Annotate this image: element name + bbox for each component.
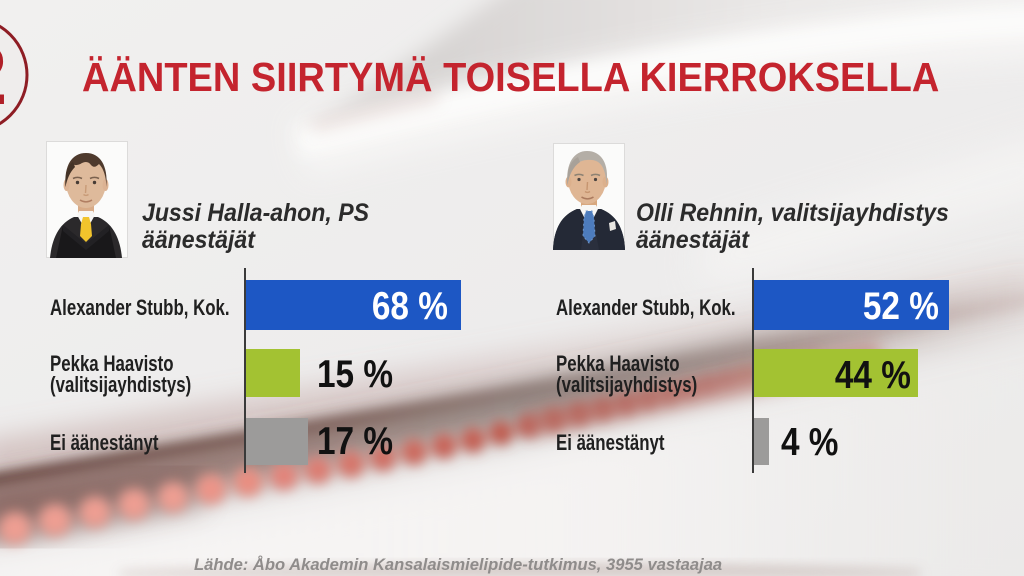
svg-text:2: 2 — [0, 28, 7, 122]
